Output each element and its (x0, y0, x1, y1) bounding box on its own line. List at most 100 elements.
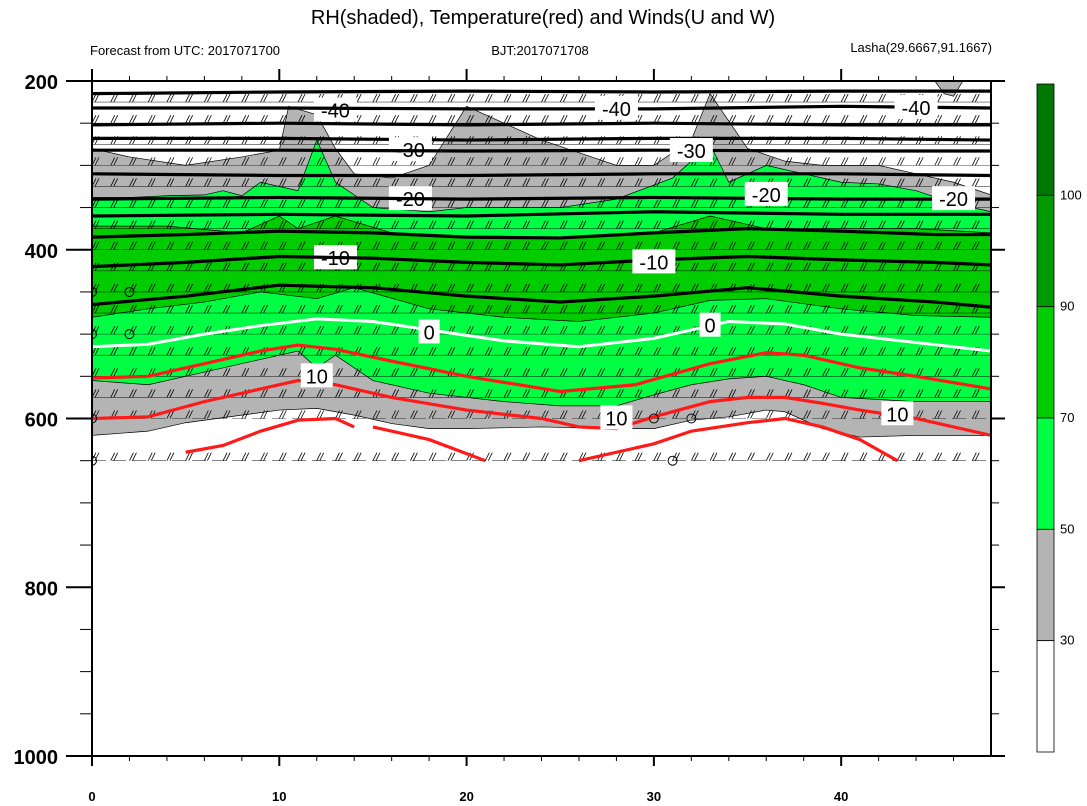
wind-barbs-375 (92, 220, 991, 229)
wind-barb (619, 241, 624, 250)
wind-barb (150, 389, 156, 398)
wind-barb (637, 178, 643, 187)
wind-barb (918, 262, 924, 272)
wind-barb (110, 199, 116, 208)
wind-barb (825, 347, 830, 356)
wind-barb (113, 347, 119, 356)
wind-barb (803, 199, 809, 208)
wind-barb (634, 283, 640, 293)
wind-barb (806, 199, 812, 208)
wind-barb (859, 283, 865, 293)
wind-barb (169, 241, 175, 250)
wind-barb (896, 304, 902, 314)
wind-barb (653, 325, 659, 335)
wind-barb (278, 325, 284, 335)
wind-barb (806, 262, 812, 272)
wind-barb (316, 220, 322, 229)
wind-barb (578, 93, 584, 103)
wind-barb (356, 93, 362, 103)
wind-barb (466, 283, 471, 293)
wind-barb (188, 389, 194, 398)
wind-barb (784, 304, 790, 314)
wind-barb (822, 262, 827, 272)
wind-barb (915, 262, 921, 272)
temperature-contour--40 (92, 104, 991, 111)
wind-barb (825, 389, 830, 398)
wind-barb (731, 452, 737, 461)
wind-barb (469, 389, 474, 398)
wind-barb (581, 115, 587, 124)
wind-barb (637, 304, 643, 314)
wind-barb (132, 347, 137, 356)
wind-barb (188, 262, 194, 272)
temperature-contour--10 (92, 283, 991, 309)
x-tick-label: 40 (834, 789, 848, 804)
wind-barb (372, 241, 378, 250)
wind-barb (693, 262, 699, 272)
wind-barb (915, 241, 921, 250)
colorbar-segment (1036, 83, 1055, 196)
wind-barb (428, 389, 434, 398)
wind-barb (544, 157, 549, 166)
wind-barb (934, 325, 940, 335)
wind-barb (281, 410, 287, 419)
wind-barb (974, 410, 980, 419)
wind-barb (241, 410, 247, 419)
contour-label: 10 (886, 404, 908, 426)
wind-barb (934, 178, 940, 187)
wind-barb (244, 157, 250, 166)
wind-barb (541, 241, 546, 250)
wind-barb (391, 220, 397, 229)
wind-barb (994, 94, 998, 102)
wind-barb (597, 304, 603, 314)
y-tick-label: 600 (25, 410, 58, 432)
wind-barb (300, 410, 306, 419)
wind-barb (956, 452, 961, 461)
wind-barb (634, 304, 640, 314)
wind-barb (881, 115, 886, 124)
wind-barb (431, 115, 437, 124)
wind-barb (994, 136, 998, 144)
wind-barb (784, 241, 790, 250)
wind-barb (300, 157, 306, 166)
contour-label-bg (881, 401, 914, 426)
wind-barb (672, 220, 677, 229)
wind-barb (503, 115, 509, 124)
wind-barb (918, 283, 924, 293)
wind-barb (878, 199, 883, 208)
wind-barb (690, 241, 696, 250)
wind-barb (843, 452, 849, 461)
wind-barb (768, 93, 774, 103)
wind-barb (803, 157, 809, 166)
wind-barb (637, 452, 643, 461)
wind-barb (147, 199, 153, 208)
wind-barb (896, 220, 902, 229)
temperature-contour--30 (92, 136, 991, 142)
wind-barb (956, 410, 961, 419)
wind-barb (541, 389, 546, 398)
wind-barb (150, 220, 156, 229)
wind-barb (822, 199, 827, 208)
wind-barb (338, 389, 343, 398)
wind-barb (335, 157, 340, 166)
wind-barb (859, 389, 865, 398)
wind-barb (335, 389, 340, 398)
wind-barb (169, 304, 175, 314)
wind-barb (188, 115, 194, 124)
wind-barb (803, 241, 809, 250)
wind-barb (244, 368, 250, 377)
wind-barb (637, 325, 643, 335)
wind-barb (335, 452, 340, 461)
wind-barb (806, 389, 812, 398)
wind-barb (934, 283, 940, 293)
wind-barb (859, 115, 865, 124)
wind-barb (731, 178, 737, 187)
wind-barb (634, 241, 640, 250)
wind-barb (147, 115, 153, 124)
wind-barb (637, 157, 643, 166)
wind-barb (562, 368, 568, 377)
wind-barb (166, 93, 172, 103)
wind-barb (207, 178, 212, 187)
wind-barb (581, 368, 587, 377)
wind-barb (413, 262, 418, 272)
